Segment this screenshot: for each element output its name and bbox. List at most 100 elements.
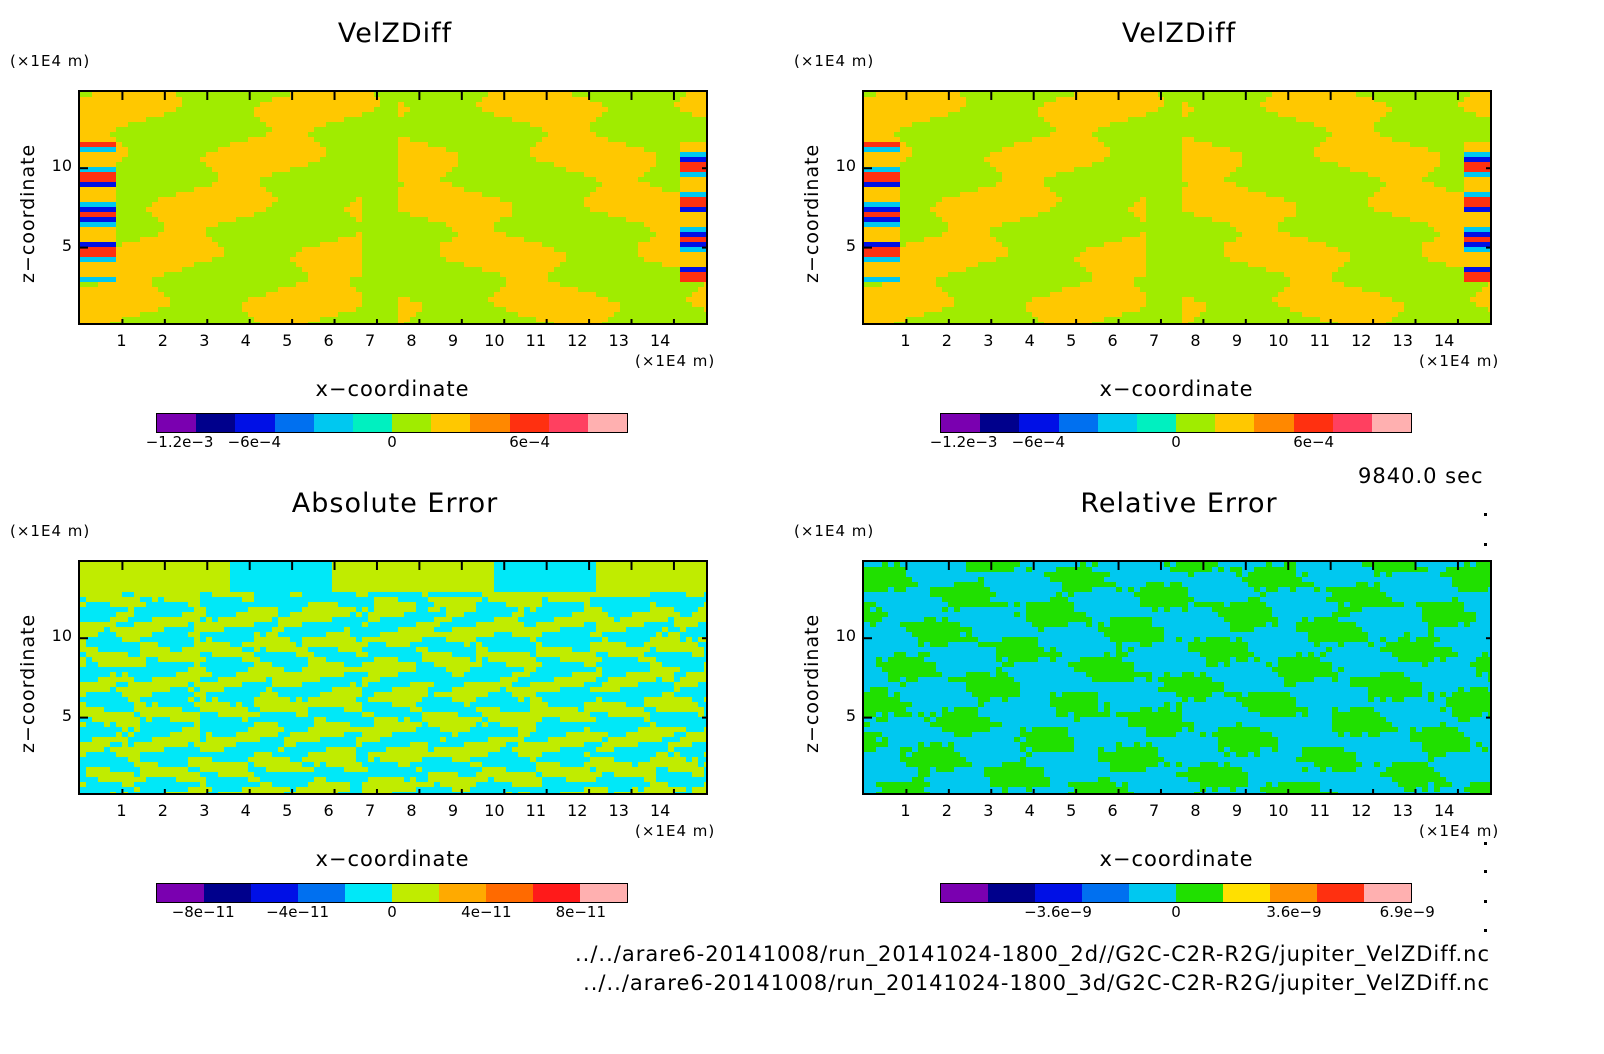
- heatmap-cell: [644, 137, 650, 142]
- heatmap-cell: [296, 197, 302, 202]
- heatmap-cell: [464, 152, 470, 157]
- heatmap-cell: [128, 212, 134, 217]
- heatmap-cell: [638, 177, 644, 182]
- heatmap-cell: [692, 92, 698, 97]
- heatmap-cell: [620, 147, 626, 152]
- heatmap-cell: [596, 222, 602, 227]
- heatmap-cell: [446, 187, 452, 192]
- heatmap-cell: [362, 307, 368, 312]
- heatmap-cell: [266, 312, 272, 317]
- heatmap-cell: [452, 162, 458, 167]
- heatmap-cell: [704, 107, 706, 112]
- heatmap-cell: [344, 277, 350, 282]
- heatmap-cell: [488, 302, 494, 307]
- heatmap-cell: [434, 162, 440, 167]
- heatmap-cell: [440, 277, 446, 282]
- heatmap-cell: [692, 117, 698, 122]
- heatmap-cell: [128, 157, 134, 162]
- heatmap-cell: [644, 202, 650, 207]
- heatmap-cell: [332, 312, 338, 317]
- heatmap-cell: [608, 277, 614, 282]
- heatmap-cell: [164, 182, 170, 187]
- heatmap-cell: [704, 212, 706, 217]
- heatmap-cell: [188, 312, 194, 317]
- heatmap-cell: [122, 182, 128, 187]
- heatmap-cell: [176, 247, 182, 252]
- heatmap-cell: [236, 262, 242, 267]
- heatmap-cell: [182, 277, 188, 282]
- heatmap-cell: [278, 232, 284, 237]
- heatmap-cell: [122, 257, 128, 262]
- heatmap-cell: [92, 222, 98, 227]
- heatmap-cell: [572, 317, 578, 322]
- heatmap-cell: [668, 162, 674, 167]
- heatmap-cell: [404, 252, 410, 257]
- heatmap-cell: [464, 262, 470, 267]
- heatmap-cell: [650, 292, 656, 297]
- heatmap-cell: [656, 172, 662, 177]
- heatmap-cell: [122, 177, 128, 182]
- heatmap-cell: [284, 172, 290, 177]
- heatmap-cell: [356, 317, 362, 322]
- heatmap-cell: [362, 92, 368, 97]
- heatmap-cell: [128, 192, 134, 197]
- heatmap-cell: [176, 252, 182, 257]
- heatmap-cell: [296, 317, 302, 322]
- heatmap-cell: [212, 237, 218, 242]
- heatmap-cell: [314, 227, 320, 232]
- heatmap-cell: [242, 262, 248, 267]
- heatmap-cell: [602, 132, 608, 137]
- heatmap-cell: [578, 232, 584, 237]
- heatmap-cell: [476, 227, 482, 232]
- heatmap-cell: [110, 257, 116, 262]
- heatmap-cell: [272, 252, 278, 257]
- heatmap-cell: [602, 192, 608, 197]
- heatmap-cell: [416, 242, 422, 247]
- heatmap-cell: [206, 272, 212, 277]
- heatmap-cell: [146, 97, 152, 102]
- heatmap-cell: [704, 142, 706, 147]
- heatmap-cell: [266, 252, 272, 257]
- heatmap-cell: [512, 137, 518, 142]
- heatmap-cell: [326, 142, 332, 147]
- heatmap-cell: [326, 202, 332, 207]
- heatmap-cell: [308, 122, 314, 127]
- heatmap-cell: [446, 257, 452, 262]
- heatmap-cell: [470, 107, 476, 112]
- heatmap-cell: [338, 207, 344, 212]
- heatmap-cell: [332, 267, 338, 272]
- heatmap-cell: [482, 272, 488, 277]
- heatmap-cell: [92, 197, 98, 202]
- heatmap-cell: [326, 252, 332, 257]
- heatmap-cell: [170, 137, 176, 142]
- heatmap-cell: [218, 252, 224, 257]
- heatmap-cell: [662, 152, 668, 157]
- heatmap-cell: [194, 312, 200, 317]
- heatmap-cell: [200, 272, 206, 277]
- heatmap-cell: [500, 222, 506, 227]
- heatmap-cell: [476, 152, 482, 157]
- heatmap-cell: [368, 137, 374, 142]
- heatmap-cell: [86, 257, 92, 262]
- heatmap-cell: [644, 197, 650, 202]
- heatmap-cell: [320, 127, 326, 132]
- heatmap-cell: [104, 122, 110, 127]
- heatmap-cell: [362, 227, 368, 232]
- heatmap-cell: [176, 262, 182, 267]
- heatmap-cell: [158, 102, 164, 107]
- heatmap-cell: [434, 142, 440, 147]
- heatmap-cell: [500, 307, 506, 312]
- heatmap-cell: [368, 217, 374, 222]
- heatmap-cell: [128, 322, 134, 323]
- heatmap-cell: [668, 287, 674, 292]
- heatmap-cell: [242, 192, 248, 197]
- heatmap-cell: [542, 152, 548, 157]
- heatmap-cell: [596, 202, 602, 207]
- heatmap-cell: [638, 97, 644, 102]
- heatmap-cell: [392, 187, 398, 192]
- heatmap-cell: [536, 127, 542, 132]
- heatmap-cell: [674, 177, 680, 182]
- heatmap-cell: [686, 92, 692, 97]
- heatmap-cell: [248, 162, 254, 167]
- heatmap-cell: [320, 192, 326, 197]
